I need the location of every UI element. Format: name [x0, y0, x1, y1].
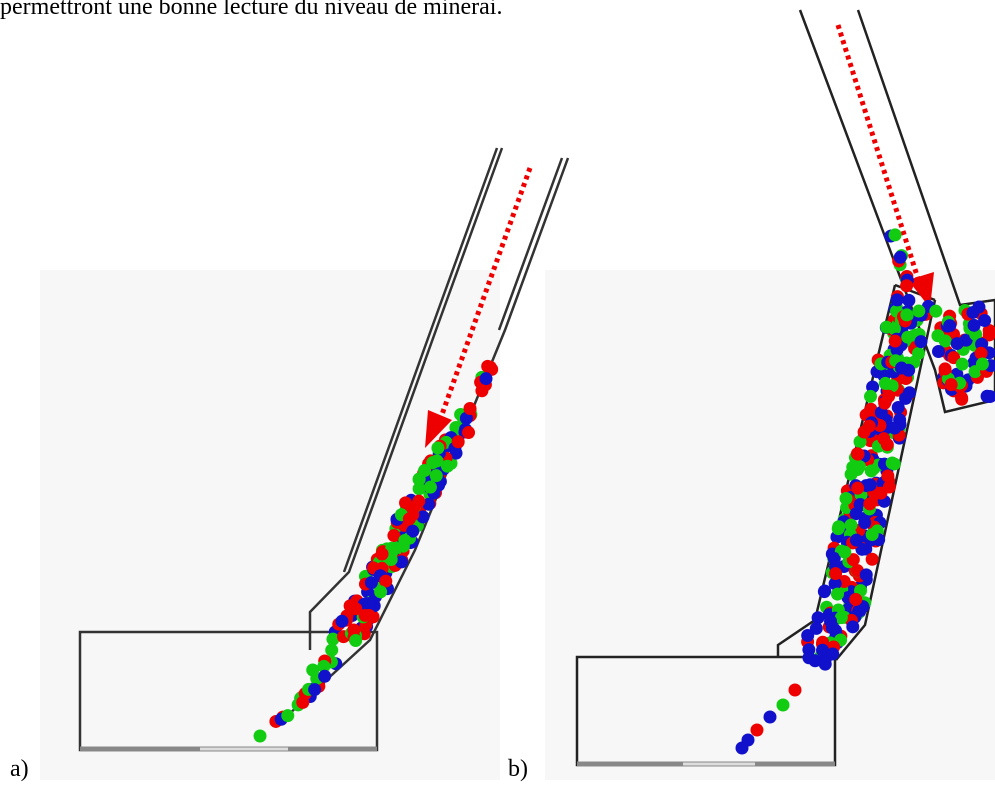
- particle: [281, 709, 294, 722]
- particle: [860, 568, 873, 581]
- particle: [736, 742, 749, 755]
- particle: [888, 422, 901, 435]
- particle: [480, 372, 493, 385]
- figure: permettront une bonne lecture du niveau …: [0, 0, 995, 785]
- particle: [818, 584, 831, 597]
- particle: [889, 335, 902, 348]
- particle: [824, 615, 837, 628]
- particle: [475, 384, 488, 397]
- particle: [945, 378, 958, 391]
- particle: [462, 426, 475, 439]
- particle: [840, 492, 853, 505]
- particle: [878, 397, 891, 410]
- particle: [902, 294, 915, 307]
- particle: [886, 457, 899, 470]
- particle: [912, 305, 925, 318]
- particle: [903, 386, 916, 399]
- particle: [777, 699, 790, 712]
- particle: [801, 629, 814, 642]
- particle: [931, 329, 944, 342]
- particle: [866, 528, 879, 541]
- particle: [832, 520, 845, 533]
- particle: [403, 512, 416, 525]
- particle: [864, 478, 877, 491]
- particle: [365, 576, 378, 589]
- particle: [901, 331, 914, 344]
- particle: [829, 567, 842, 580]
- particle: [895, 362, 908, 375]
- particle: [858, 426, 871, 439]
- particle: [900, 308, 913, 321]
- particle: [812, 611, 825, 624]
- particle: [966, 306, 979, 319]
- particle: [397, 540, 410, 553]
- particle: [889, 228, 902, 241]
- particle: [802, 651, 815, 664]
- particle: [463, 402, 476, 415]
- particle: [452, 435, 465, 448]
- particle: [318, 670, 331, 683]
- particle: [892, 401, 905, 414]
- particle: [850, 534, 863, 547]
- particle: [764, 711, 777, 724]
- particle: [751, 724, 764, 737]
- particle: [951, 337, 964, 350]
- particle: [852, 448, 865, 461]
- particle: [308, 683, 321, 696]
- particle: [254, 730, 267, 743]
- particle: [819, 658, 832, 671]
- particle: [943, 319, 956, 332]
- particle: [894, 251, 907, 264]
- particle: [853, 460, 866, 473]
- particle: [407, 501, 420, 514]
- particle: [874, 487, 887, 500]
- particle: [844, 519, 857, 532]
- particle: [851, 482, 864, 495]
- particle: [363, 597, 376, 610]
- particle: [424, 481, 437, 494]
- particle: [325, 644, 338, 657]
- particle: [789, 684, 802, 697]
- particle: [955, 393, 968, 406]
- particle: [426, 456, 439, 469]
- particle: [891, 293, 904, 306]
- particle: [863, 497, 876, 510]
- particle: [484, 361, 497, 374]
- particle: [430, 469, 443, 482]
- particle: [929, 305, 942, 318]
- particle: [359, 609, 372, 622]
- particle: [881, 470, 894, 483]
- particle: [879, 377, 892, 390]
- particle: [981, 390, 994, 403]
- particle: [976, 358, 989, 371]
- particle: [865, 464, 878, 477]
- top-line: permettront une bonne lecture du niveau …: [0, 0, 502, 20]
- particle: [374, 585, 387, 598]
- particle: [335, 615, 348, 628]
- particle: [866, 553, 879, 566]
- particle: [831, 588, 844, 601]
- panel-label: a): [10, 756, 29, 782]
- particle: [376, 547, 389, 560]
- particle: [846, 620, 859, 633]
- particle: [296, 696, 309, 709]
- particle: [864, 390, 877, 403]
- particle: [849, 593, 862, 606]
- particle: [838, 546, 851, 559]
- particle: [900, 279, 913, 292]
- particle: [956, 358, 969, 371]
- particle: [939, 362, 952, 375]
- particle: [431, 442, 444, 455]
- particle: [881, 438, 894, 451]
- particle: [858, 516, 871, 529]
- page: permettront une bonne lecture du niveau …: [0, 0, 995, 785]
- particle: [914, 335, 927, 348]
- particle: [968, 319, 981, 332]
- particle: [349, 634, 362, 647]
- panel-label: b): [508, 756, 528, 782]
- particle: [932, 345, 945, 358]
